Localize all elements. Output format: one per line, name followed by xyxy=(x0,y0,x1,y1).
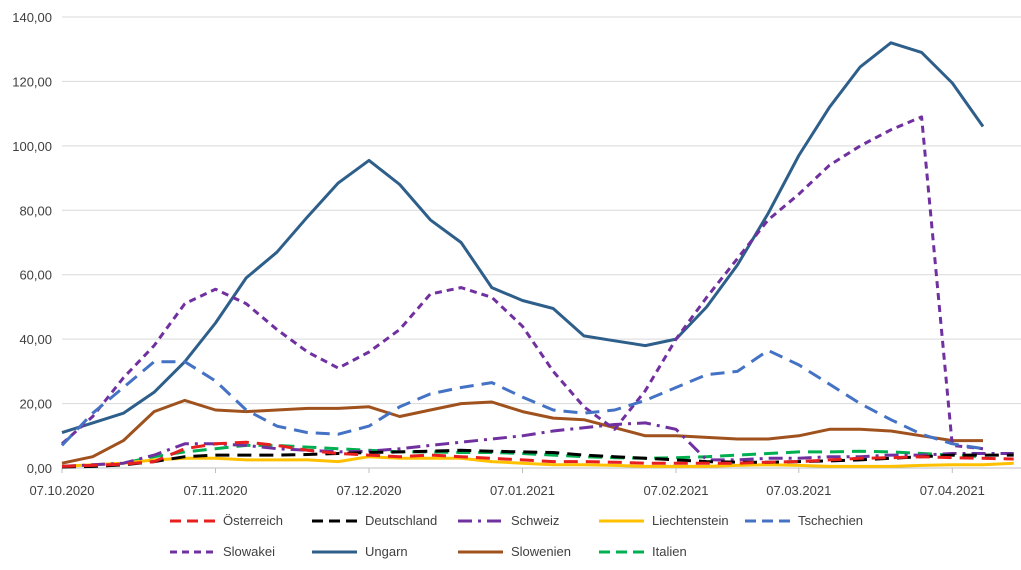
series-line-slowenien xyxy=(61,398,983,465)
series-lines xyxy=(60,41,1014,469)
x-tick-label: 07.04.2021 xyxy=(920,483,985,498)
x-tick-label: 07.12.2020 xyxy=(336,483,401,498)
legend-label: Slowakei xyxy=(223,544,275,559)
series-line-österreich xyxy=(61,440,1014,468)
y-tick-label: 20,00 xyxy=(19,397,52,412)
legend-label: Schweiz xyxy=(511,513,559,528)
y-tick-label: 40,00 xyxy=(19,332,52,347)
gridlines xyxy=(62,16,1021,469)
y-tick-label: 140,00 xyxy=(12,10,52,25)
y-axis: 0,00 20,00 40,00 60,00 80,00 100,00 120,00 140,… xyxy=(12,10,52,476)
legend: Österreich Deutschland Schweiz Liechtenstei… xyxy=(170,513,863,559)
x-tick-label: 07.10.2020 xyxy=(29,483,94,498)
series-line-slowakei xyxy=(61,115,984,451)
legend-label: Ungarn xyxy=(365,544,408,559)
x-tick-label: 07.02.2021 xyxy=(643,483,708,498)
series-line-liechtenstein xyxy=(61,455,1014,468)
legend-label: Österreich xyxy=(223,513,283,528)
x-tick-label: 07.01.2021 xyxy=(490,483,555,498)
legend-label: Italien xyxy=(652,544,687,559)
y-tick-label: 80,00 xyxy=(19,203,52,218)
x-axis: 07.10.2020 07.11.2020 07.12.2020 07.01.2021… xyxy=(29,468,985,498)
y-tick-label: 60,00 xyxy=(19,268,52,283)
series-line-italien xyxy=(62,443,984,468)
legend-label: Tschechien xyxy=(798,513,863,528)
series-line-ungarn xyxy=(61,41,985,435)
legend-label: Slowenien xyxy=(511,544,571,559)
y-tick-label: 120,00 xyxy=(12,74,52,89)
y-tick-label: 100,00 xyxy=(12,139,52,154)
y-tick-label: 0,00 xyxy=(27,461,52,476)
legend-label: Liechtenstein xyxy=(652,513,729,528)
legend-label: Deutschland xyxy=(365,513,437,528)
x-tick-label: 07.03.2021 xyxy=(766,483,831,498)
series-line-tschechien xyxy=(60,348,984,451)
x-tick-label: 07.11.2020 xyxy=(183,483,247,498)
